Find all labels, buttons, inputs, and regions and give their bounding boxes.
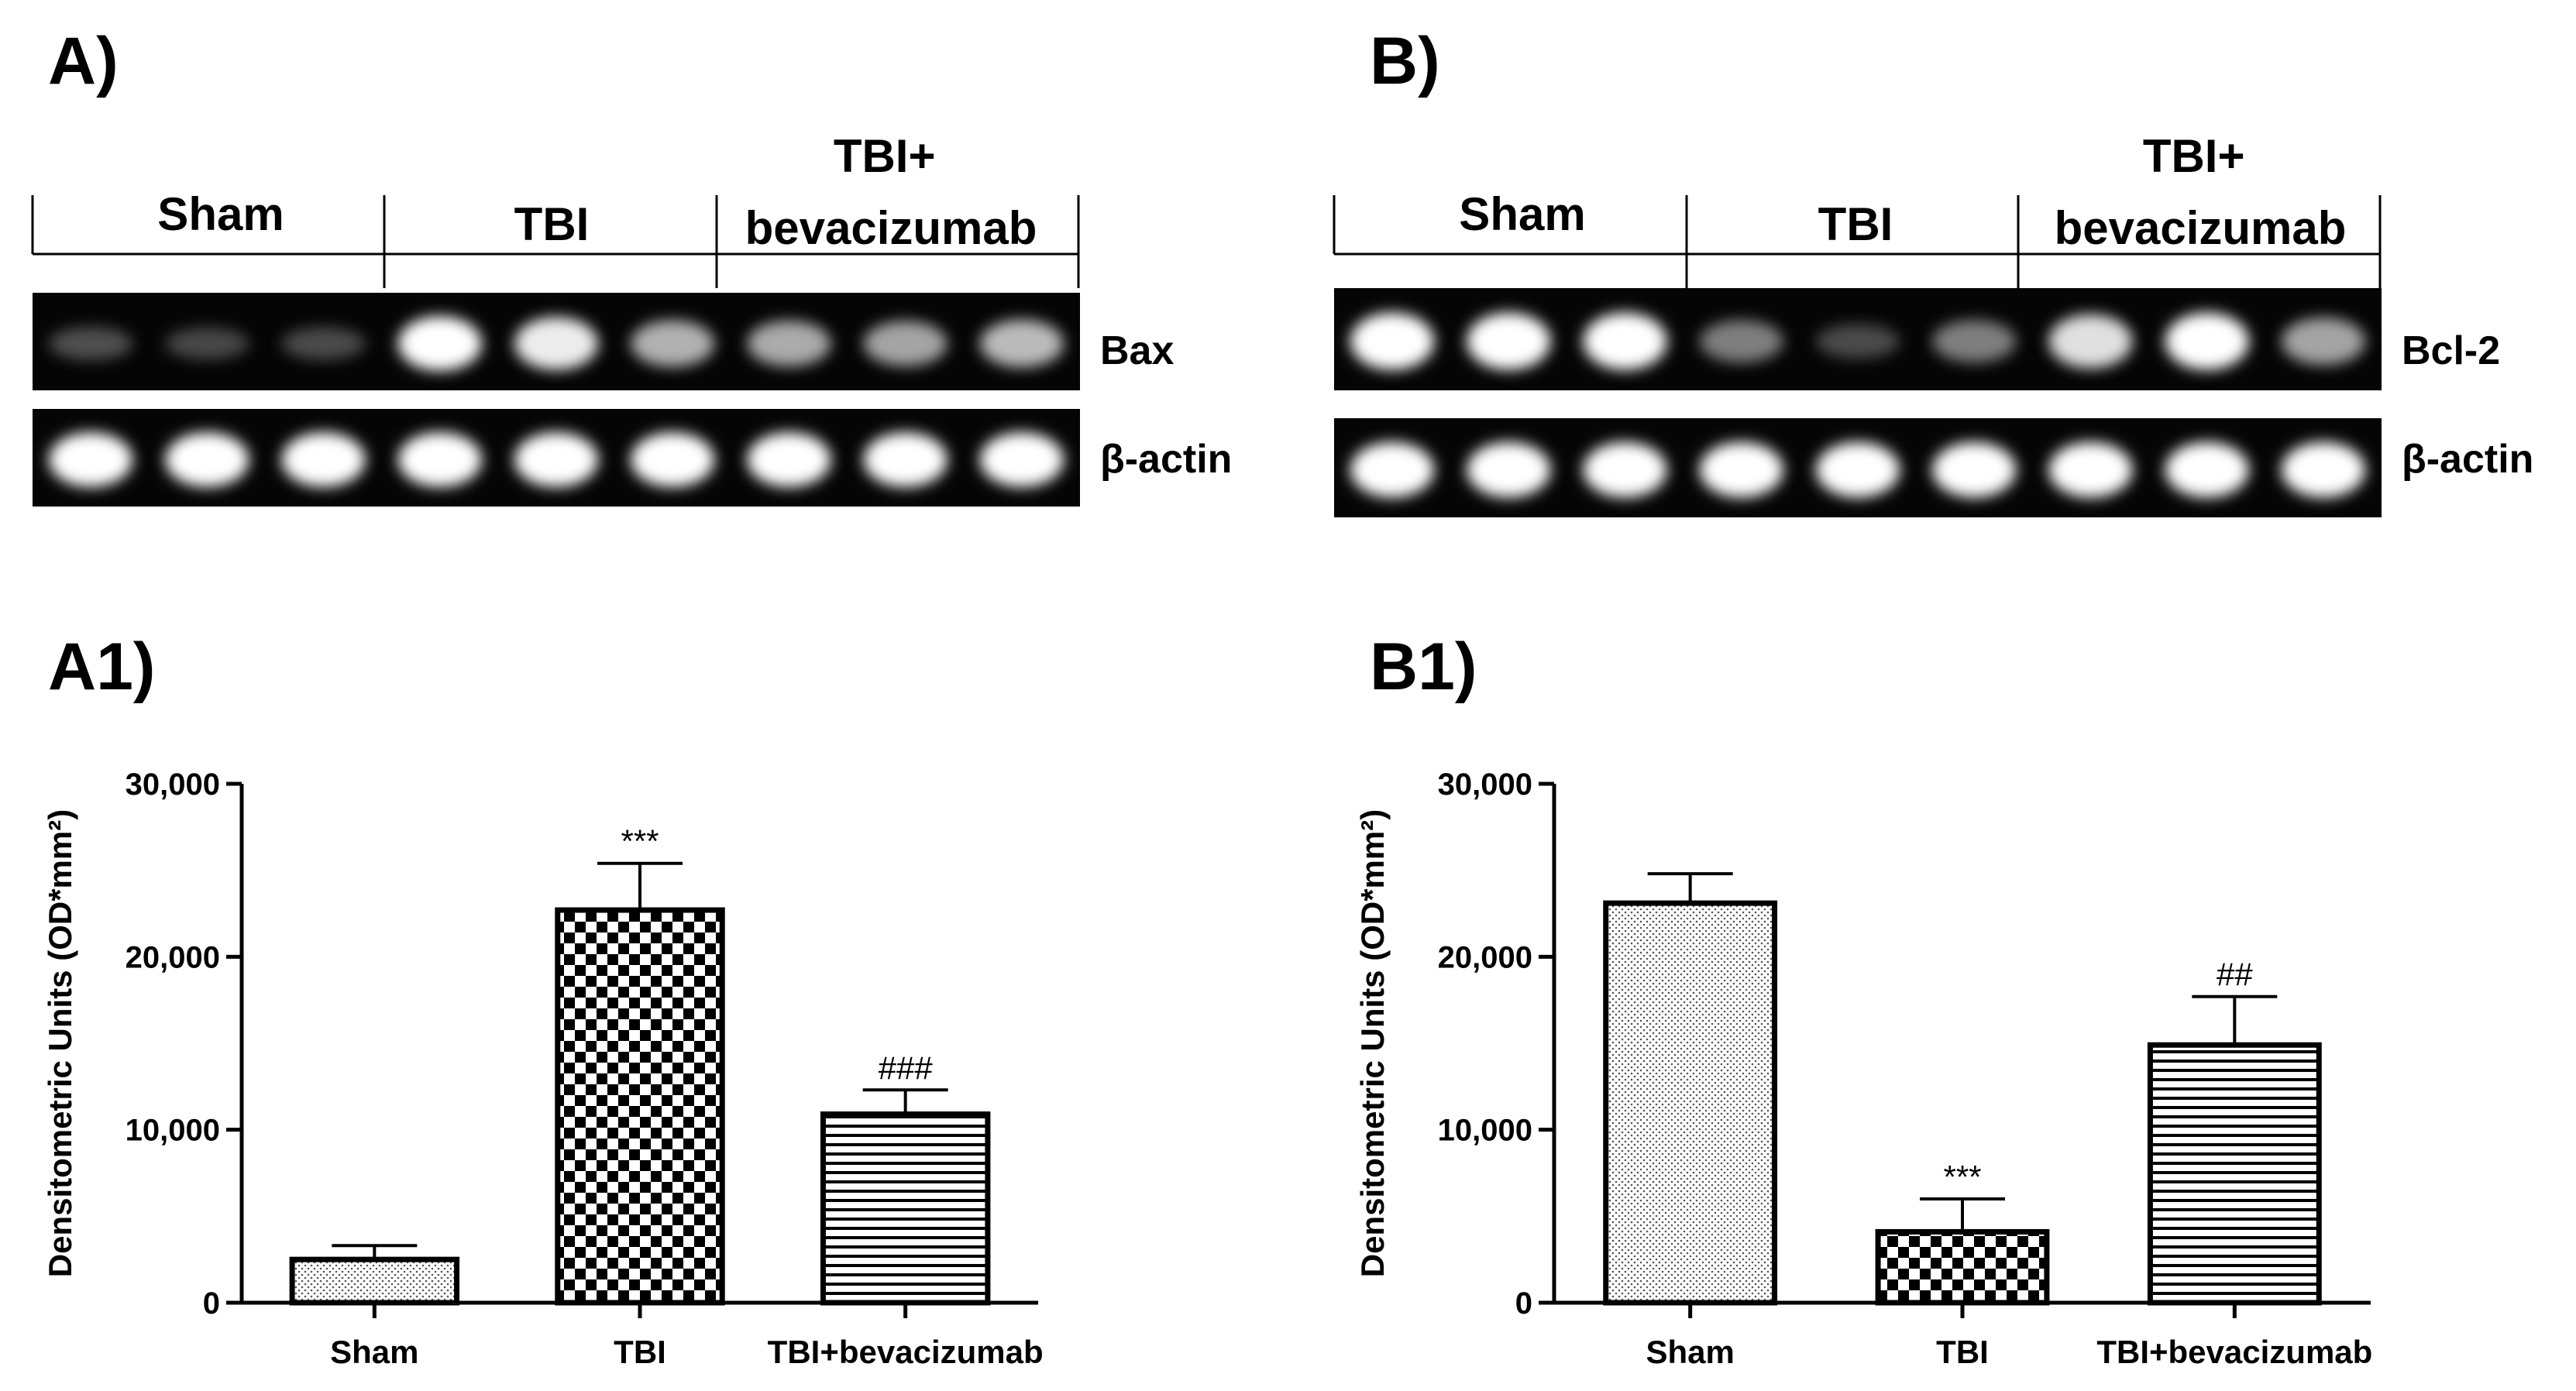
y-axis-title: Densitometric Units (OD*mm²) xyxy=(42,809,78,1277)
bcl2-band-4 xyxy=(1699,320,1783,363)
x-tick-label: TBI+bevacizumab xyxy=(2096,1334,2372,1370)
beta-actin-gel-b xyxy=(1334,418,2382,517)
bcl2-band-3 xyxy=(1583,312,1667,370)
y-tick-label: 0 xyxy=(203,1286,220,1321)
panel-a-group-tbi: TBI xyxy=(514,198,590,250)
beta-actin-a-band-9 xyxy=(979,432,1064,487)
bax-band-6 xyxy=(631,320,715,367)
panel-a-group-tbi-bev-line1: TBI+ xyxy=(834,130,936,182)
y-tick-label: 20,000 xyxy=(126,940,220,974)
beta-actin-a-band-3 xyxy=(281,432,366,487)
beta-actin-b-band-7 xyxy=(2048,441,2133,498)
panel-b-group-tbi-bev: TBI+ bevacizumab xyxy=(2055,130,2347,254)
y-tick-label: 20,000 xyxy=(1438,940,1532,974)
beta-actin-b-band-1 xyxy=(1350,441,1435,498)
panel-a-group-tbi-bev: TBI+ bevacizumab xyxy=(745,130,1037,254)
bcl2-band-7 xyxy=(2048,314,2133,369)
panel-b-group-tbi: TBI xyxy=(1818,198,1893,250)
beta-actin-b-band-2 xyxy=(1467,441,1551,498)
chart-b1-label: B1) xyxy=(1370,630,1477,704)
x-tick-label: TBI xyxy=(1936,1334,1989,1370)
beta-actin-b-band-4 xyxy=(1699,441,1783,498)
y-tick-label: 10,000 xyxy=(126,1114,220,1148)
panel-a-group-sham: Sham xyxy=(157,188,284,240)
beta-actin-gel-a-label: β-actin xyxy=(1100,437,1232,482)
panel-b-lane-header: Sham TBI TBI+ bevacizumab xyxy=(1333,130,2382,288)
bax-band-3 xyxy=(281,327,366,360)
bax-band-5 xyxy=(514,317,599,370)
bar-tbi xyxy=(1875,1228,2050,1306)
y-tick-label: 30,000 xyxy=(1438,768,1532,802)
beta-actin-gel-b-label: β-actin xyxy=(2402,437,2533,482)
beta-actin-a-band-8 xyxy=(863,432,948,487)
panel-b: B) Sham TBI TBI+ bevacizumab Bcl-2 β-act… xyxy=(1333,24,2533,517)
panel-a-lane-header: Sham TBI TBI+ bevacizumab xyxy=(31,130,1080,288)
panel-a-group-tbi-bev-line2: bevacizumab xyxy=(745,202,1037,254)
bar-tbi-bevacizumab xyxy=(2147,1042,2322,1306)
bax-band-7 xyxy=(747,320,831,367)
beta-actin-a-band-7 xyxy=(747,432,831,487)
beta-actin-a-band-1 xyxy=(49,432,133,487)
bar-sham xyxy=(289,1256,460,1306)
significance-label: ## xyxy=(2217,957,2253,993)
x-tick-label: TBI+bevacizumab xyxy=(768,1334,1044,1370)
beta-actin-b-band-5 xyxy=(1815,441,1900,498)
bax-band-9 xyxy=(979,319,1064,368)
panel-a: A) Sham TBI TBI+ bevacizumab Bax β-actin xyxy=(31,24,1232,507)
bax-gel xyxy=(33,293,1080,390)
beta-actin-a-band-5 xyxy=(514,432,599,487)
x-tick-label: Sham xyxy=(1646,1334,1734,1370)
beta-actin-b-band-9 xyxy=(2281,441,2365,498)
chart-a1-label: A1) xyxy=(48,630,156,704)
bax-band-1 xyxy=(49,326,133,361)
bar-tbi xyxy=(555,907,725,1306)
beta-actin-b-band-6 xyxy=(1932,441,2017,498)
bcl2-gel xyxy=(1334,288,2382,390)
x-tick-label: TBI xyxy=(614,1334,666,1370)
bar-tbi-bevacizumab xyxy=(820,1111,991,1306)
y-tick-label: 0 xyxy=(1515,1286,1532,1321)
bar-sham xyxy=(1603,900,1778,1306)
beta-actin-a-band-6 xyxy=(631,432,715,487)
bcl2-band-2 xyxy=(1467,312,1551,370)
chart-a1: 0 10,000 20,000 30,000 Densitometric Units (… xyxy=(42,768,1044,1370)
panel-b-group-tbi-bev-line1: TBI+ xyxy=(2143,130,2245,182)
panel-b-label: B) xyxy=(1370,24,1440,98)
chart-b1: 0 10,000 20,000 30,000 Densitometric Units (… xyxy=(1354,768,2372,1370)
significance-label: *** xyxy=(621,823,659,860)
beta-actin-a-band-2 xyxy=(165,432,249,487)
bax-gel-label: Bax xyxy=(1100,328,1174,373)
panel-b-group-sham: Sham xyxy=(1459,188,1585,240)
bax-band-4 xyxy=(397,316,482,371)
y-tick-label: 10,000 xyxy=(1438,1114,1532,1148)
bcl2-band-1 xyxy=(1350,312,1435,370)
bax-band-8 xyxy=(863,321,948,366)
beta-actin-b-band-3 xyxy=(1583,441,1667,498)
bcl2-band-8 xyxy=(2165,312,2249,370)
y-tick-label: 30,000 xyxy=(126,768,220,802)
bcl2-gel-label: Bcl-2 xyxy=(2402,328,2500,373)
bcl2-band-6 xyxy=(1932,320,2017,363)
y-axis-title: Densitometric Units (OD*mm²) xyxy=(1354,809,1391,1277)
beta-actin-a-band-4 xyxy=(397,432,482,487)
x-tick-label: Sham xyxy=(330,1334,418,1370)
significance-label: *** xyxy=(1943,1159,1981,1195)
bcl2-band-5 xyxy=(1815,324,1900,359)
beta-actin-gel-a xyxy=(33,409,1080,507)
bcl2-band-9 xyxy=(2281,318,2365,366)
significance-label: ### xyxy=(879,1049,934,1086)
panel-b-group-tbi-bev-line2: bevacizumab xyxy=(2055,202,2347,254)
beta-actin-b-band-8 xyxy=(2165,441,2249,498)
panel-a-label: A) xyxy=(48,24,119,98)
bax-band-2 xyxy=(165,327,249,360)
